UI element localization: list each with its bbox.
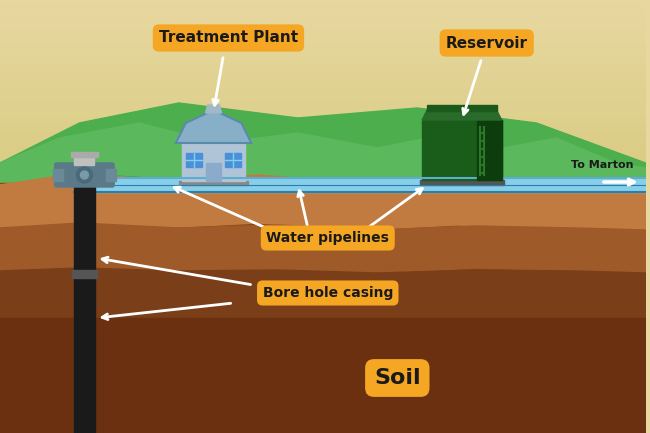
Polygon shape: [0, 123, 645, 223]
Bar: [53, 169, 62, 181]
FancyBboxPatch shape: [55, 163, 114, 187]
Bar: [0, 318, 645, 433]
Bar: [75, 155, 94, 165]
Text: Bore hole casing: Bore hole casing: [263, 286, 393, 300]
Circle shape: [77, 167, 92, 183]
Polygon shape: [176, 110, 252, 143]
Polygon shape: [0, 173, 645, 233]
Polygon shape: [422, 110, 502, 120]
Bar: [427, 105, 497, 111]
Polygon shape: [0, 103, 645, 223]
Polygon shape: [0, 175, 645, 193]
Bar: [72, 270, 98, 278]
Text: To Marton: To Marton: [571, 160, 634, 170]
Circle shape: [81, 171, 88, 179]
Text: Treatment Plant: Treatment Plant: [159, 30, 298, 45]
Bar: [420, 180, 504, 185]
Bar: [73, 178, 645, 192]
Bar: [226, 153, 241, 167]
Bar: [73, 185, 96, 433]
Bar: [0, 183, 645, 433]
Bar: [422, 120, 502, 180]
Polygon shape: [0, 175, 645, 213]
Bar: [476, 120, 502, 180]
Text: Reservoir: Reservoir: [446, 36, 528, 51]
Polygon shape: [205, 105, 222, 113]
Polygon shape: [0, 223, 645, 273]
Bar: [70, 152, 98, 157]
Text: Soil: Soil: [374, 368, 421, 388]
Bar: [186, 153, 202, 167]
Text: Water pipelines: Water pipelines: [266, 231, 389, 245]
Bar: [107, 169, 116, 181]
Bar: [205, 163, 222, 181]
Bar: [182, 143, 245, 181]
Bar: [179, 181, 248, 185]
Polygon shape: [0, 268, 645, 323]
